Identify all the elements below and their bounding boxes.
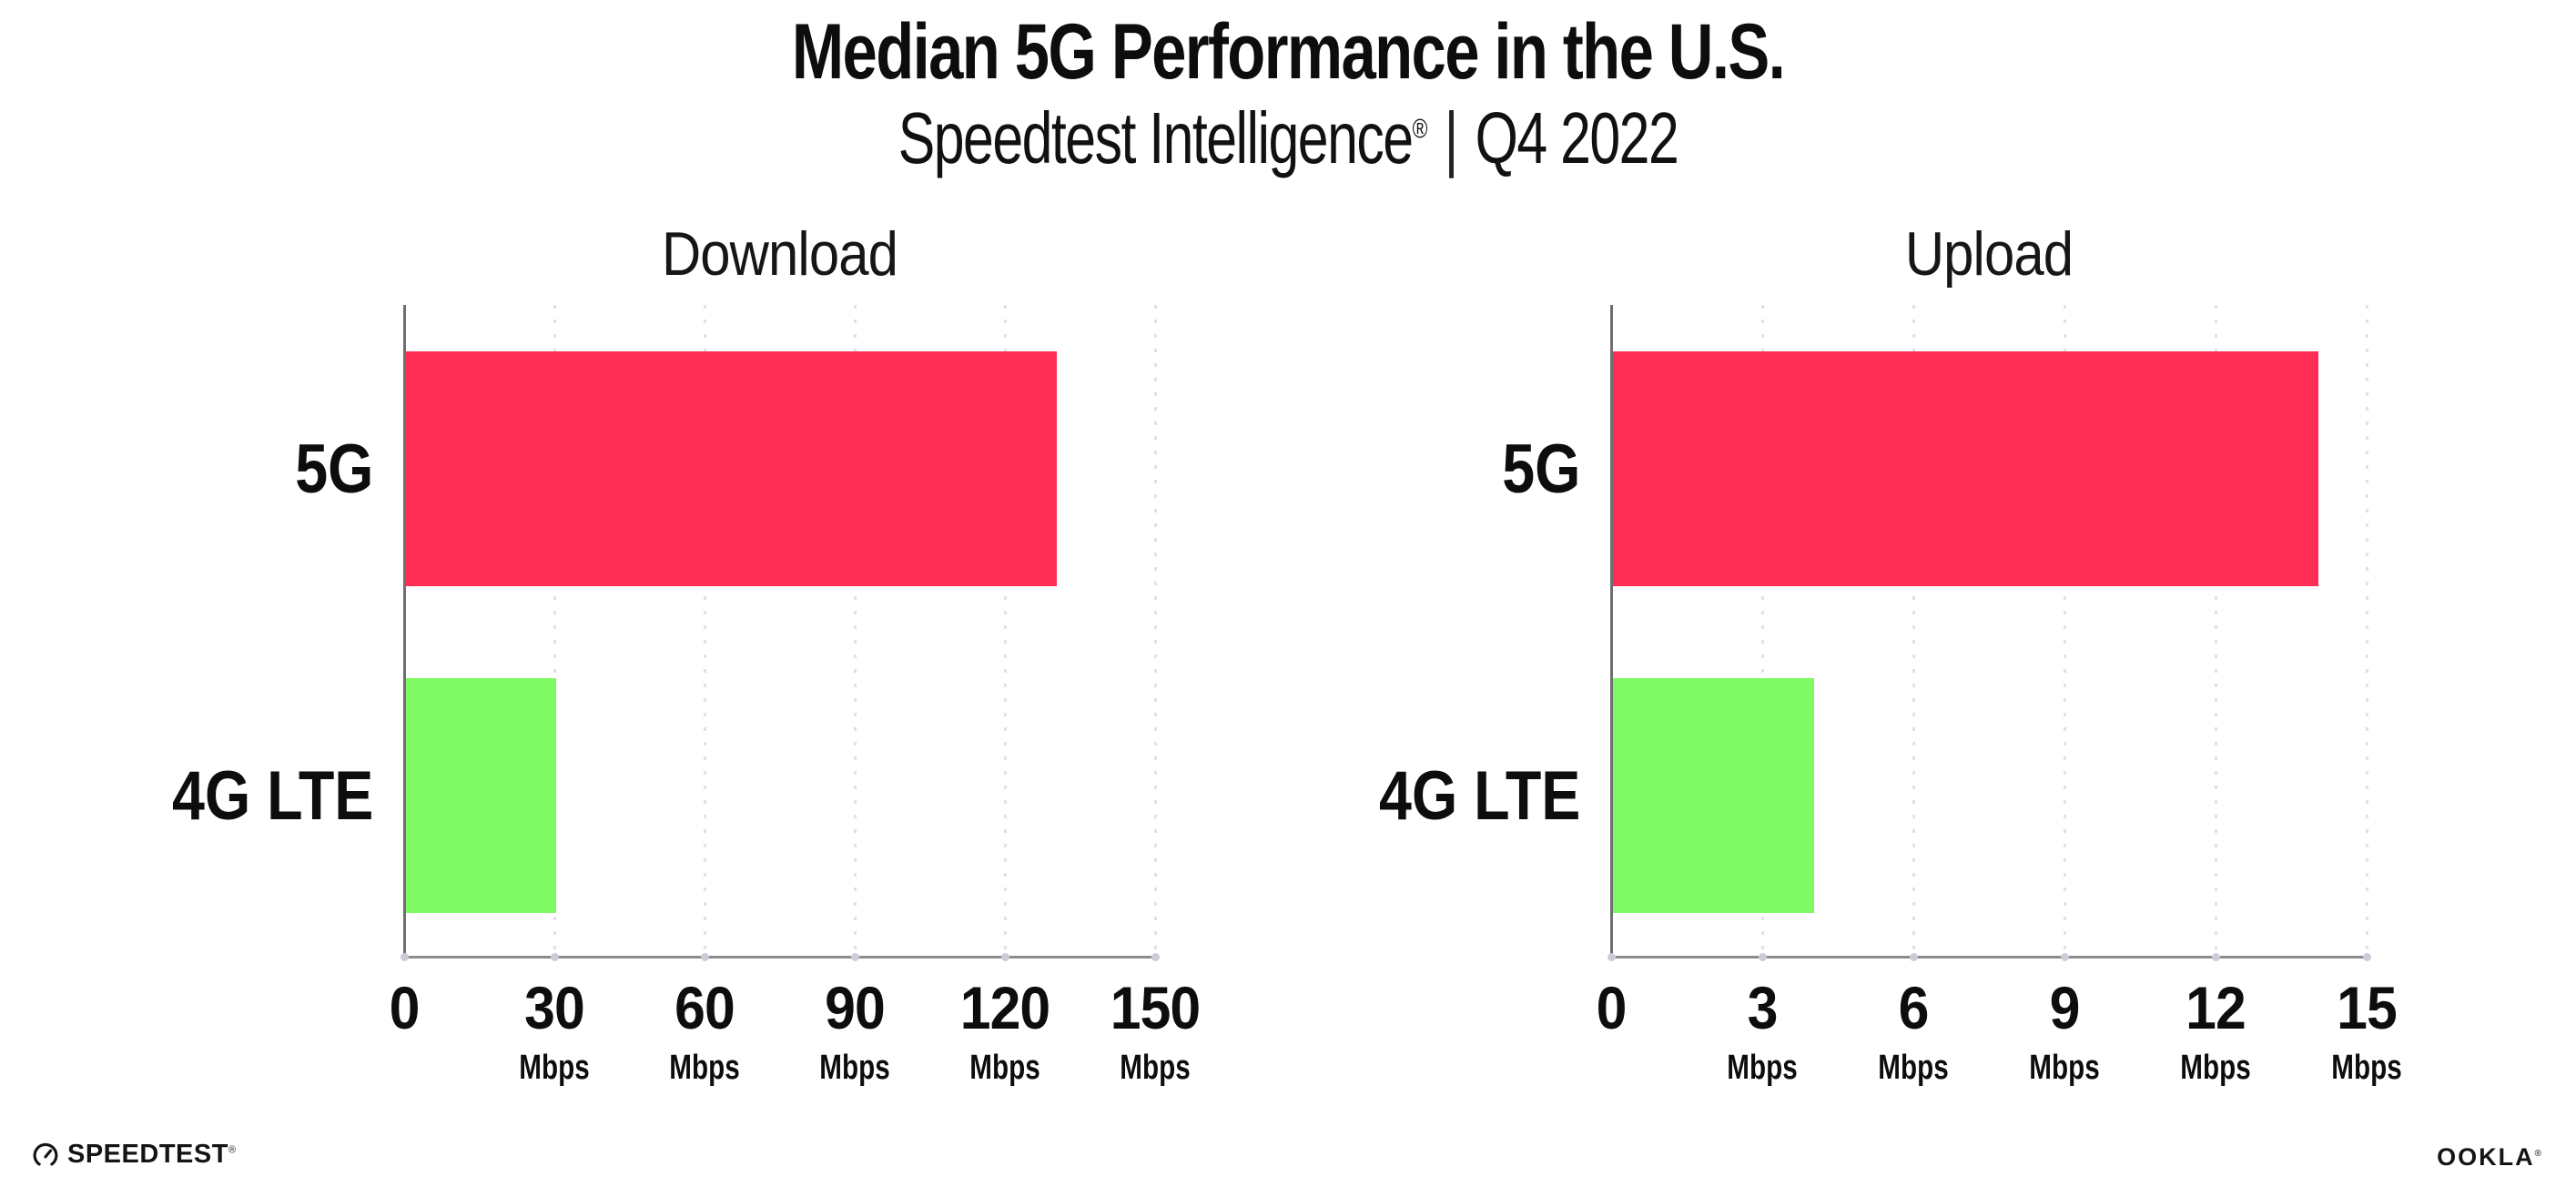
x-tick-value: 150 <box>1110 974 1201 1041</box>
bar-4g-lte-download <box>406 678 556 913</box>
page-title: Median 5G Performance in the U.S. <box>791 8 1786 96</box>
axis-tick-dot <box>1000 953 1009 961</box>
x-tick-value: 15 <box>2337 974 2398 1041</box>
gridline <box>2064 305 2066 958</box>
chart-heading-download: Download <box>661 219 898 289</box>
x-tick-unit: Mbps <box>519 1049 590 1087</box>
x-axis-line <box>1611 956 2367 959</box>
axis-tick-dot <box>1151 953 1160 961</box>
x-tick-value: 3 <box>1747 974 1779 1041</box>
ookla-logo: OOKLA® <box>2437 1143 2543 1171</box>
gridline <box>2215 305 2217 958</box>
x-tick-label: 120 Mbps <box>905 978 1105 1085</box>
category-label-text: 5G <box>1501 430 1580 508</box>
ookla-wordmark: OOKLA <box>2437 1143 2535 1171</box>
x-tick-value: 30 <box>524 974 585 1041</box>
axis-tick-dot <box>1758 953 1767 961</box>
x-tick-unit: Mbps <box>669 1049 740 1087</box>
x-tick-value: 60 <box>674 974 735 1041</box>
gridline <box>704 305 706 958</box>
axis-tick-dot <box>1909 953 1918 961</box>
x-tick-unit: Mbps <box>969 1049 1040 1087</box>
bar-4g-lte-upload <box>1613 678 1815 913</box>
speedtest-gauge-icon <box>32 1141 59 1169</box>
x-tick-unit: Mbps <box>1878 1049 1949 1087</box>
category-label-text: 5G <box>294 430 373 508</box>
x-tick-unit: Mbps <box>2180 1049 2251 1087</box>
axis-tick-dot <box>1607 953 1616 961</box>
x-tick-value: 12 <box>2186 974 2246 1041</box>
gridline <box>553 305 556 958</box>
category-label-4g-lte: 4G LTE <box>1198 678 1580 913</box>
x-tick-value: 0 <box>1596 974 1628 1041</box>
x-tick-unit: Mbps <box>1727 1049 1798 1087</box>
x-tick-label: 150 Mbps <box>1055 978 1255 1085</box>
x-tick-unit: Mbps <box>1120 1049 1191 1087</box>
axis-tick-dot <box>400 953 409 961</box>
x-tick-label: 15 Mbps <box>2267 978 2467 1085</box>
category-label-text: 4G LTE <box>1378 756 1580 835</box>
gridline <box>1004 305 1007 958</box>
gridline <box>1912 305 1915 958</box>
x-tick-unit: Mbps <box>2029 1049 2100 1087</box>
y-axis-line <box>1610 305 1613 959</box>
x-tick-value: 0 <box>389 974 421 1041</box>
x-tick-label: 9 Mbps <box>1964 978 2165 1085</box>
axis-tick-dot <box>2060 953 2069 961</box>
y-axis-line <box>403 305 406 959</box>
x-tick-label: 30 Mbps <box>454 978 654 1085</box>
gridline <box>2366 305 2368 958</box>
speedtest-logo: SPEEDTEST® <box>32 1140 237 1170</box>
x-tick-value: 9 <box>2049 974 2081 1041</box>
gridline <box>1761 305 1764 958</box>
speedtest-wordmark: SPEEDTEST® <box>67 1140 237 1169</box>
bar-5g-download <box>406 351 1057 586</box>
registered-mark: ® <box>1412 114 1428 145</box>
category-label-text: 4G LTE <box>171 756 373 835</box>
x-tick-label: 90 Mbps <box>755 978 955 1085</box>
axis-tick-dot <box>2362 953 2371 961</box>
x-tick-label: 6 Mbps <box>1813 978 2013 1085</box>
x-tick-value: 90 <box>825 974 886 1041</box>
axis-tick-dot <box>850 953 859 961</box>
axis-tick-dot <box>700 953 709 961</box>
subtitle-period: Q4 2022 <box>1475 97 1679 178</box>
subtitle-separator: | <box>1444 97 1459 178</box>
category-label-4g-lte: 4G LTE <box>0 678 373 913</box>
x-tick-value: 120 <box>959 974 1050 1041</box>
x-tick-value: 6 <box>1898 974 1930 1041</box>
category-label-5g: 5G <box>1198 351 1580 586</box>
x-tick-label: 60 Mbps <box>604 978 805 1085</box>
chart-heading-upload: Upload <box>1904 219 2074 289</box>
x-tick-label: 3 Mbps <box>1662 978 1862 1085</box>
bar-5g-upload <box>1613 351 2318 586</box>
x-tick-unit: Mbps <box>819 1049 890 1087</box>
page-subtitle: Speedtest Intelligence® | Q4 2022 <box>309 96 2267 180</box>
x-tick-label: 12 Mbps <box>2115 978 2316 1085</box>
x-tick-label: 0 <box>1511 978 1711 1038</box>
category-label-5g: 5G <box>0 351 373 586</box>
gridline <box>854 305 857 958</box>
subtitle-product: Speedtest Intelligence <box>898 97 1414 178</box>
axis-tick-dot <box>2211 953 2220 961</box>
x-axis-line <box>404 956 1155 959</box>
x-tick-label: 0 <box>304 978 504 1038</box>
x-tick-unit: Mbps <box>2331 1049 2402 1087</box>
axis-tick-dot <box>550 953 559 961</box>
gridline <box>1154 305 1157 958</box>
